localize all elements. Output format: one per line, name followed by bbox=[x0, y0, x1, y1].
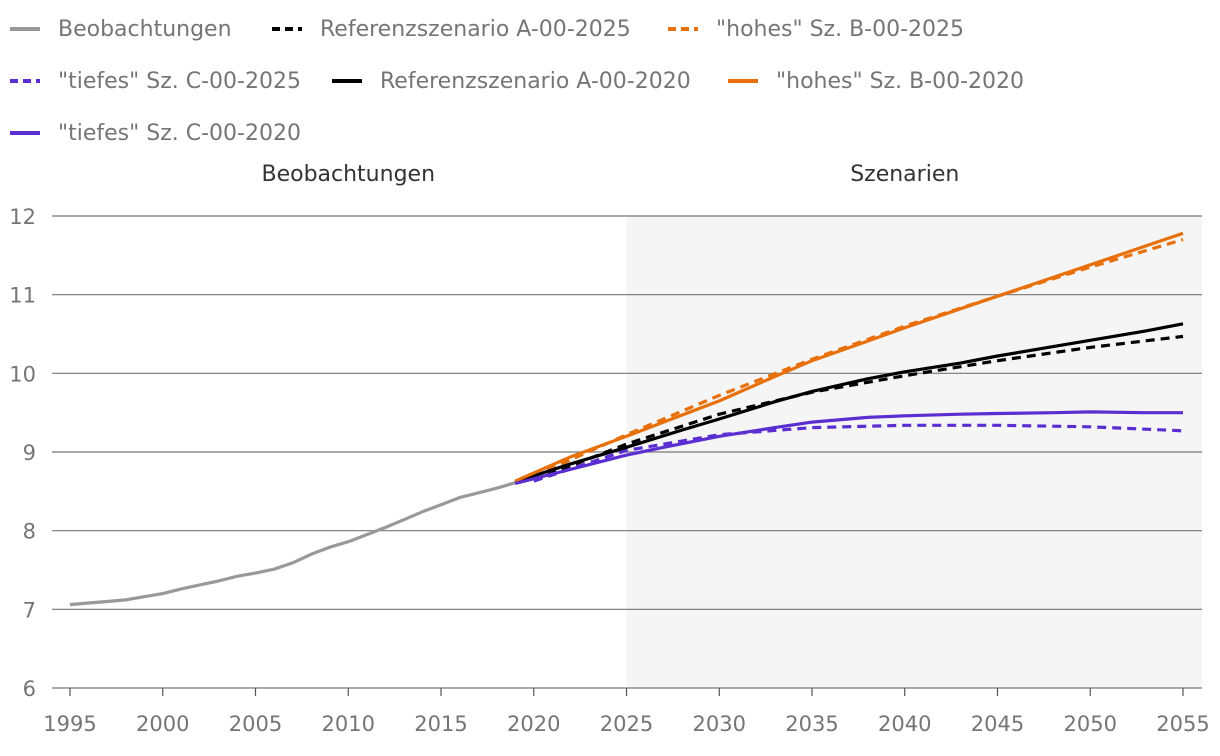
y-axis-ticks: 6 7 8 9 10 11 12 bbox=[9, 205, 36, 701]
legend-swatch bbox=[10, 27, 40, 31]
legend-label: "hohes" Sz. B-00-2025 bbox=[716, 16, 965, 42]
x-tick-label: 2055 bbox=[1156, 712, 1209, 736]
legend-label: Referenzszenario A-00-2025 bbox=[320, 16, 631, 42]
legend-swatch bbox=[10, 131, 40, 135]
legend-swatch bbox=[332, 79, 362, 83]
legend-item-hohes-b-2020[interactable]: "hohes" Sz. B-00-2020 bbox=[728, 66, 1024, 96]
section-label-1: Szenarien bbox=[850, 162, 959, 187]
y-tick-label: 7 bbox=[23, 598, 36, 622]
series-line-5 bbox=[514, 231, 1184, 483]
x-tick-label: 2010 bbox=[322, 712, 375, 736]
series-line-3 bbox=[533, 423, 1184, 483]
y-tick-label: 9 bbox=[23, 441, 36, 465]
legend-swatch bbox=[668, 27, 698, 31]
x-tick-label: 2025 bbox=[600, 712, 653, 736]
x-tick-label: 2000 bbox=[136, 712, 189, 736]
legend-swatch bbox=[272, 27, 302, 31]
legend-label: "tiefes" Sz. C-00-2025 bbox=[58, 68, 301, 94]
legend-item-referenz-a-2025[interactable]: Referenzszenario A-00-2025 bbox=[272, 14, 631, 44]
x-tick-label: 2005 bbox=[229, 712, 282, 736]
legend: Beobachtungen Referenzszenario A-00-2025… bbox=[0, 0, 1220, 160]
section-labels: Beobachtungen Szenarien bbox=[261, 162, 959, 187]
x-tick-label: 2040 bbox=[878, 712, 931, 736]
legend-item-tiefes-c-2025[interactable]: "tiefes" Sz. C-00-2025 bbox=[10, 66, 301, 96]
y-tick-label: 10 bbox=[9, 362, 36, 386]
y-tick-label: 6 bbox=[23, 677, 36, 701]
section-label-0: Beobachtungen bbox=[261, 162, 435, 187]
y-tick-label: 11 bbox=[9, 284, 36, 308]
series-line-4 bbox=[514, 322, 1184, 484]
legend-label: Beobachtungen bbox=[58, 16, 232, 42]
x-tick-label: 2030 bbox=[693, 712, 746, 736]
legend-swatch bbox=[728, 79, 758, 83]
legend-swatch bbox=[10, 79, 40, 83]
legend-item-referenz-a-2020[interactable]: Referenzszenario A-00-2020 bbox=[332, 66, 691, 96]
series-line-1 bbox=[533, 334, 1184, 482]
legend-item-tiefes-c-2020[interactable]: "tiefes" Sz. C-00-2020 bbox=[10, 118, 301, 148]
series-lines bbox=[69, 231, 1184, 607]
x-tick-label: 2020 bbox=[507, 712, 560, 736]
x-axis-ticks: 1995 2000 2005 2010 2015 2020 2025 2030 2035 2040… bbox=[43, 688, 1210, 736]
legend-label: "tiefes" Sz. C-00-2020 bbox=[58, 120, 301, 146]
x-tick-label: 2035 bbox=[785, 712, 838, 736]
y-tick-label: 8 bbox=[23, 520, 36, 544]
x-tick-label: 2050 bbox=[1064, 712, 1117, 736]
legend-item-hohes-b-2025[interactable]: "hohes" Sz. B-00-2025 bbox=[668, 14, 964, 44]
legend-label: "hohes" Sz. B-00-2020 bbox=[776, 68, 1025, 94]
x-tick-label: 2045 bbox=[971, 712, 1024, 736]
series-line-6 bbox=[514, 410, 1183, 486]
series-line-0 bbox=[69, 481, 516, 607]
legend-item-beobachtungen[interactable]: Beobachtungen bbox=[10, 14, 232, 44]
y-tick-label: 12 bbox=[9, 205, 36, 229]
x-tick-label: 2015 bbox=[414, 712, 467, 736]
legend-label: Referenzszenario A-00-2020 bbox=[380, 68, 691, 94]
x-tick-label: 1995 bbox=[43, 712, 96, 736]
